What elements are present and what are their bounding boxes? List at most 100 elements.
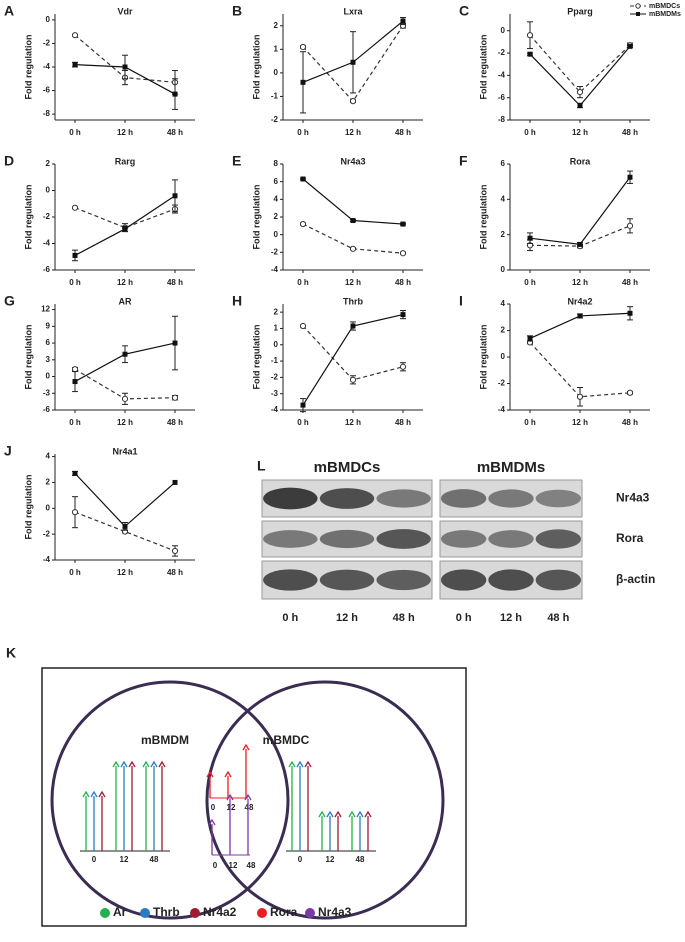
blot-protein-label: Rora	[616, 531, 644, 545]
x-tick-label: 48 h	[167, 568, 183, 577]
panel-letter: C	[459, 3, 469, 19]
panel-letter: H	[232, 293, 242, 309]
arrow-head	[150, 760, 158, 768]
data-marker	[121, 395, 129, 402]
x-tick-label: 12 h	[117, 418, 133, 427]
data-marker	[577, 241, 583, 247]
data-marker	[71, 32, 79, 39]
y-tick-label: -2	[498, 379, 506, 388]
blot-band	[263, 530, 318, 548]
data-marker	[72, 470, 78, 476]
y-tick-label: 0	[501, 26, 506, 35]
blot-band	[319, 569, 375, 591]
y-axis-label: Fold regulation	[251, 185, 261, 250]
arrow-head	[90, 790, 98, 798]
chart-title: Nr4a2	[567, 296, 592, 306]
y-tick-label: -8	[498, 115, 506, 124]
arrow-head	[224, 770, 232, 778]
chart-title: Thrb	[343, 296, 363, 306]
x-tick-label: 0 h	[524, 128, 536, 137]
x-tick-label: 12 h	[572, 278, 588, 287]
y-tick-label: 4	[501, 194, 506, 203]
gene-legend-dot	[257, 908, 267, 918]
legend-label: mBMDCs	[649, 3, 680, 10]
y-tick-label: 6	[501, 159, 506, 168]
y-tick-label: -6	[43, 265, 51, 274]
chart-title: Pparg	[567, 6, 593, 16]
arrow-head	[142, 760, 150, 768]
blot-group-label: mBMDMs	[477, 459, 545, 476]
y-tick-label: -6	[498, 93, 506, 102]
data-marker	[300, 402, 306, 408]
y-tick-label: -4	[43, 62, 51, 71]
y-tick-label: 2	[501, 326, 506, 335]
arrow-head	[158, 760, 166, 768]
arrow-head	[318, 810, 326, 818]
data-marker	[349, 98, 357, 105]
y-tick-label: 2	[46, 478, 51, 487]
panel-letter: D	[4, 153, 14, 169]
panel-letter: F	[459, 153, 468, 169]
arrow-head	[296, 760, 304, 768]
data-marker	[626, 222, 634, 229]
y-axis-label: Fold regulation	[478, 35, 488, 100]
gene-legend-label: Nr4a3	[318, 905, 352, 919]
data-marker	[122, 351, 128, 357]
arrow-head	[356, 810, 364, 818]
y-tick-label: 6	[46, 338, 51, 347]
arrow-head	[112, 760, 120, 768]
gene-legend-label: Nr4a2	[203, 905, 237, 919]
series-line	[74, 207, 176, 229]
data-marker	[172, 193, 178, 199]
data-marker	[299, 322, 307, 330]
x-tick-label: 12 h	[572, 418, 588, 427]
chart-title: Nr4a1	[112, 446, 137, 456]
venn-set-label: mBMDC	[263, 733, 310, 747]
data-marker	[350, 323, 356, 329]
y-axis-label: Fold regulation	[251, 35, 261, 100]
arrow-head	[242, 743, 250, 751]
y-tick-label: -6	[43, 86, 51, 95]
arrow-axis-label: 48	[245, 803, 254, 812]
arrow-axis-label: 48	[247, 861, 256, 870]
data-marker	[576, 393, 584, 400]
x-tick-label: 0 h	[524, 418, 536, 427]
y-tick-label: 2	[46, 159, 51, 168]
data-marker	[72, 62, 78, 68]
venn-frame	[41, 667, 467, 927]
y-tick-label: -4	[498, 405, 506, 414]
y-axis-label: Fold regulation	[23, 475, 33, 540]
gene-legend-dot	[305, 908, 315, 918]
x-tick-label: 48 h	[395, 278, 411, 287]
blot-band	[263, 487, 318, 510]
y-tick-label: 3	[46, 355, 51, 364]
arrow-head	[128, 760, 136, 768]
x-tick-label: 0 h	[297, 278, 309, 287]
venn-circle	[205, 680, 445, 920]
y-tick-label: 4	[274, 194, 279, 203]
data-marker	[172, 91, 178, 97]
arrow-head	[288, 760, 296, 768]
gene-legend-dot	[100, 908, 110, 918]
arrow-axis-label: 12	[229, 861, 238, 870]
data-marker	[299, 220, 307, 228]
panel-letter: I	[459, 293, 463, 309]
arrow-axis-label: 48	[150, 855, 159, 864]
arrow-head	[82, 790, 90, 798]
arrow-head	[206, 770, 214, 778]
y-axis-label: Fold regulation	[478, 325, 488, 390]
y-tick-label: -2	[498, 48, 506, 57]
data-marker	[71, 204, 79, 211]
y-tick-label: -4	[271, 405, 279, 414]
x-tick-label: 48 h	[167, 128, 183, 137]
arrow-axis-label: 48	[356, 855, 365, 864]
x-tick-label: 48 h	[167, 278, 183, 287]
y-tick-label: 6	[274, 177, 279, 186]
gene-legend-dot	[190, 908, 200, 918]
blot-band	[488, 489, 534, 508]
y-tick-label: 2	[274, 212, 279, 221]
blot-band	[535, 529, 582, 549]
x-tick-label: 48 h	[167, 418, 183, 427]
data-marker	[171, 394, 179, 401]
y-axis-label: Fold regulation	[23, 35, 33, 100]
